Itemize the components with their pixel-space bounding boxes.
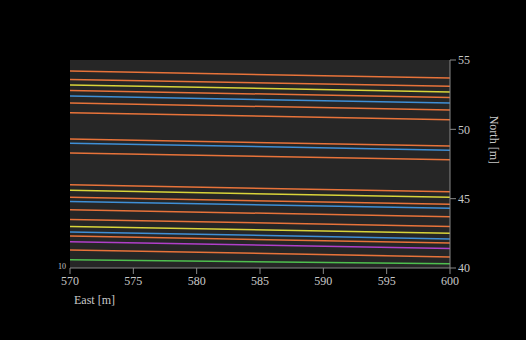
svg-text:50: 50 xyxy=(458,123,470,137)
svg-text:580: 580 xyxy=(188,274,206,288)
html-text:10: 10 xyxy=(58,262,66,271)
svg-text:North [m]: North [m] xyxy=(487,116,501,164)
svg-text:40: 40 xyxy=(458,261,470,275)
svg-text:600: 600 xyxy=(441,274,459,288)
svg-text:45: 45 xyxy=(458,192,470,206)
svg-text:595: 595 xyxy=(378,274,396,288)
svg-text:570: 570 xyxy=(61,274,79,288)
svg-text:East [m]: East [m] xyxy=(74,293,115,307)
svg-text:590: 590 xyxy=(314,274,332,288)
svg-text:585: 585 xyxy=(251,274,269,288)
svg-text:55: 55 xyxy=(458,53,470,67)
svg-text:575: 575 xyxy=(124,274,142,288)
